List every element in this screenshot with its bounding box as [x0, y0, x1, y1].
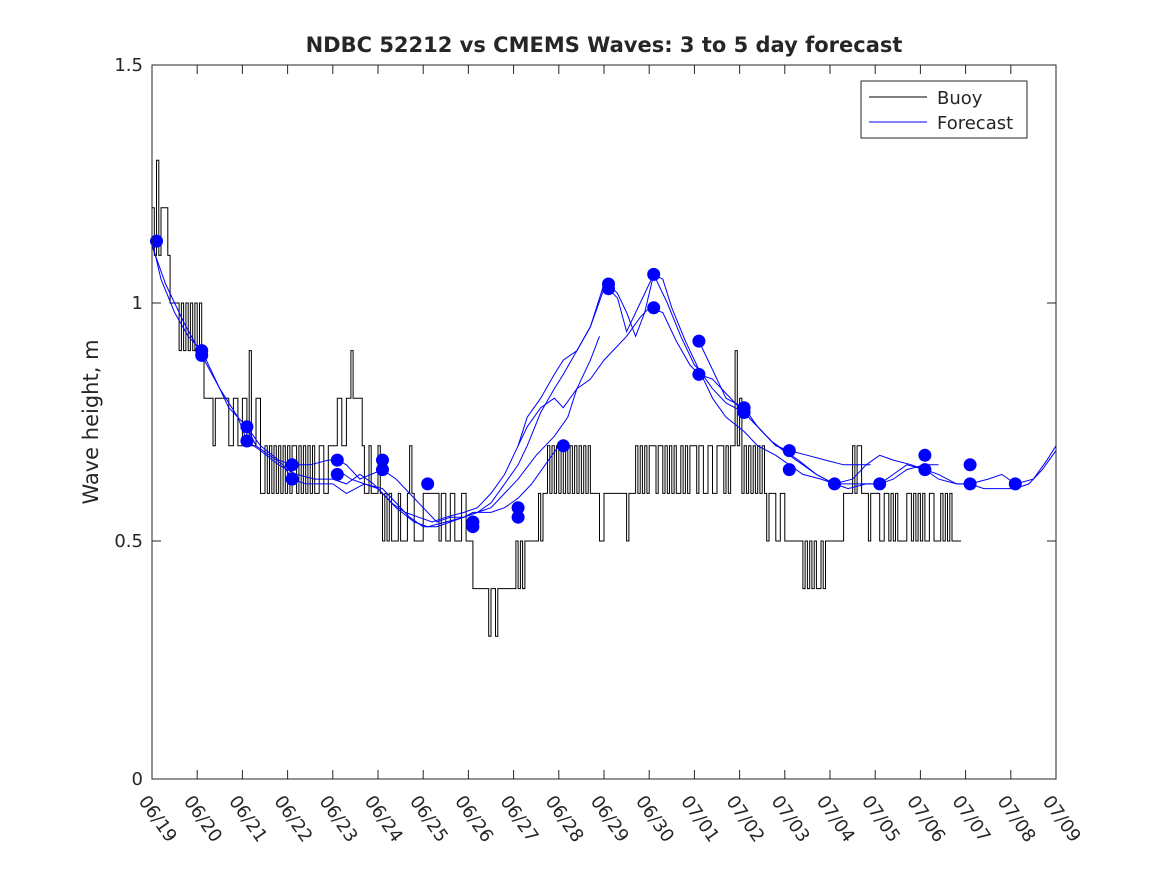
forecast-marker-point — [511, 510, 525, 524]
forecast-marker-point — [737, 406, 751, 419]
chart-title: NDBC 52212 vs CMEMS Waves: 3 to 5 day fo… — [306, 33, 903, 57]
forecast-marker-point — [556, 439, 570, 453]
forecast-marker-point — [873, 477, 887, 491]
y-axis-label: Wave height, m — [79, 339, 103, 504]
buoy-series-line — [152, 159, 962, 637]
forecast-marker-point — [330, 467, 344, 481]
forecast-marker-point — [918, 463, 932, 477]
y-tick-label: 1.5 — [114, 55, 143, 76]
plot-area-background — [152, 65, 1056, 779]
forecast-marker-point — [828, 477, 841, 491]
forecast-marker-point — [466, 520, 480, 534]
forecast-marker-point — [150, 234, 163, 248]
forecast-marker-point — [376, 463, 389, 477]
forecast-marker-point — [647, 301, 661, 315]
forecast-marker-point — [285, 458, 299, 472]
forecast-marker-point — [421, 477, 435, 491]
y-tick-label: 0 — [132, 769, 143, 790]
y-tick-label: 0.5 — [114, 531, 143, 552]
forecast-marker-point — [692, 334, 706, 348]
forecast-marker-point — [330, 453, 344, 467]
forecast-marker-point — [511, 501, 525, 515]
forecast-marker-point — [963, 458, 977, 472]
series-layer — [150, 159, 1057, 637]
forecast-marker-point — [918, 448, 932, 462]
forecast-marker-point — [240, 434, 254, 448]
forecast-marker-point — [240, 420, 254, 434]
forecast-marker-point — [692, 367, 706, 381]
forecast-marker-point — [602, 282, 615, 296]
legend-label-buoy: Buoy — [937, 88, 983, 109]
y-tick-label: 1 — [132, 293, 143, 314]
legend: Buoy Forecast — [860, 80, 1028, 139]
legend-box — [860, 80, 1028, 139]
forecast-marker-point — [285, 472, 299, 486]
forecast-marker-point — [647, 267, 661, 281]
forecast-marker-point — [1008, 477, 1022, 491]
forecast-marker-point — [376, 453, 389, 467]
forecast-marker-point — [782, 463, 796, 477]
legend-label-forecast: Forecast — [937, 113, 1013, 134]
forecast-marker-point — [963, 477, 977, 491]
forecast-marker-point — [195, 348, 209, 362]
forecast-run-line-1 — [151, 240, 560, 523]
forecast-marker-point — [782, 444, 796, 458]
